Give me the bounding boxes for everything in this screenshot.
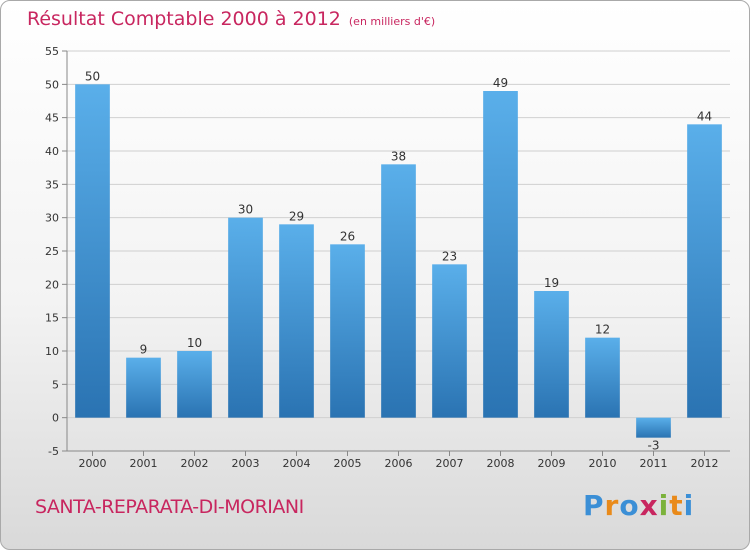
x-tick-label: 2004 xyxy=(283,457,311,470)
x-tick-label: 2006 xyxy=(385,457,413,470)
logo-letter: i xyxy=(683,489,695,522)
y-tick-label: 50 xyxy=(45,78,59,91)
x-tick-label: 2000 xyxy=(79,457,107,470)
bar xyxy=(75,84,110,418)
data-label: 30 xyxy=(238,203,253,217)
bar xyxy=(636,417,671,438)
chart-title-text: Résultat Comptable 2000 à 2012 xyxy=(27,8,341,30)
data-label: 26 xyxy=(340,229,355,243)
x-tick-label: 2008 xyxy=(487,457,515,470)
y-tick-label: 15 xyxy=(45,312,59,325)
bar xyxy=(585,337,620,418)
logo-letter: x xyxy=(639,489,659,522)
bar xyxy=(483,91,518,418)
x-tick-label: 2012 xyxy=(691,457,719,470)
y-tick-label: 0 xyxy=(52,412,59,425)
x-tick-label: 2011 xyxy=(640,457,668,470)
x-tick-label: 2002 xyxy=(181,457,209,470)
bar xyxy=(330,244,365,418)
bar xyxy=(177,351,212,418)
data-label: -3 xyxy=(648,439,660,453)
y-tick-label: 45 xyxy=(45,112,59,125)
data-label: 49 xyxy=(493,76,508,90)
y-tick-label: 20 xyxy=(45,278,59,291)
data-label: 44 xyxy=(697,109,712,123)
data-label: 10 xyxy=(187,336,202,350)
data-label: 12 xyxy=(595,323,610,337)
logo-letter: P xyxy=(583,489,605,522)
y-tick-label: 5 xyxy=(52,378,59,391)
data-label: 29 xyxy=(289,209,304,223)
y-tick-label: -5 xyxy=(48,445,59,458)
y-tick-label: 55 xyxy=(45,45,59,58)
x-tick-label: 2001 xyxy=(130,457,158,470)
data-label: 9 xyxy=(140,343,148,357)
bar xyxy=(534,291,569,418)
x-tick-label: 2005 xyxy=(334,457,362,470)
y-tick-label: 10 xyxy=(45,345,59,358)
bar xyxy=(687,124,722,418)
logo-letter: i xyxy=(658,489,670,522)
logo-letter: r xyxy=(604,489,620,522)
chart-subtitle: (en milliers d'€) xyxy=(348,15,436,28)
x-tick-label: 2010 xyxy=(589,457,617,470)
commune-name: SANTA-REPARATA-DI-MORIANI xyxy=(35,496,304,518)
proxiti-logo: Proxiti xyxy=(583,489,694,522)
bar xyxy=(279,224,314,418)
y-tick-label: 30 xyxy=(45,212,59,225)
chart-title: Résultat Comptable 2000 à 2012 (en millie… xyxy=(27,8,435,30)
data-label: 19 xyxy=(544,276,559,290)
bar xyxy=(228,217,263,418)
x-tick-label: 2009 xyxy=(538,457,566,470)
y-tick-label: 25 xyxy=(45,245,59,258)
logo-letter: t xyxy=(669,489,684,522)
x-tick-label: 2003 xyxy=(232,457,260,470)
bar xyxy=(381,164,416,418)
y-tick-label: 40 xyxy=(45,145,59,158)
data-label: 38 xyxy=(391,149,406,163)
bar xyxy=(126,357,161,418)
logo-letter: o xyxy=(619,489,640,522)
y-tick-label: 35 xyxy=(45,178,59,191)
data-label: 23 xyxy=(442,249,457,263)
data-label: 50 xyxy=(85,69,100,83)
x-tick-label: 2007 xyxy=(436,457,464,470)
bar xyxy=(432,264,467,418)
